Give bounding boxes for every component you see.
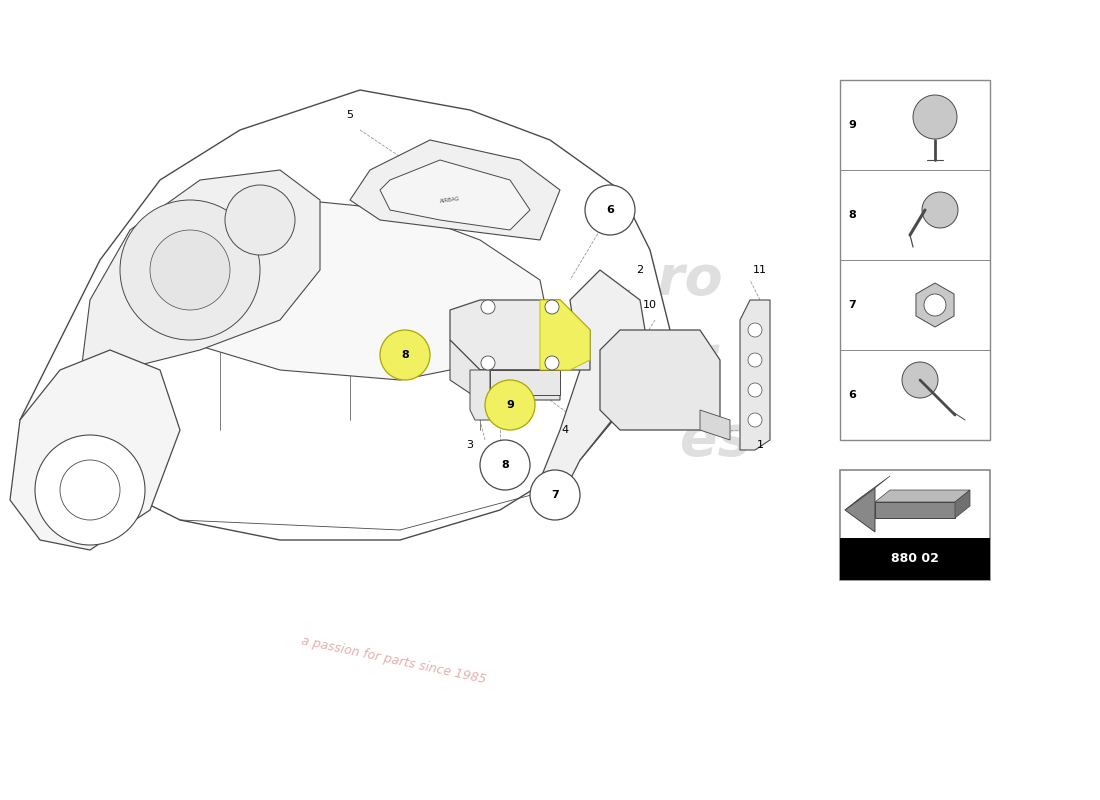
Circle shape xyxy=(544,356,559,370)
Circle shape xyxy=(902,362,938,398)
Text: 3: 3 xyxy=(466,440,473,450)
Circle shape xyxy=(485,380,535,430)
Polygon shape xyxy=(540,300,590,370)
Text: 1: 1 xyxy=(757,440,763,450)
Circle shape xyxy=(913,95,957,139)
Text: 2: 2 xyxy=(637,265,644,275)
Circle shape xyxy=(748,413,762,427)
Polygon shape xyxy=(874,490,970,502)
Polygon shape xyxy=(845,476,890,510)
Text: 8: 8 xyxy=(502,460,509,470)
Polygon shape xyxy=(540,270,650,500)
Polygon shape xyxy=(20,90,670,540)
Text: 7: 7 xyxy=(848,300,856,310)
Text: 880 02: 880 02 xyxy=(891,553,939,566)
Polygon shape xyxy=(490,370,560,395)
Text: car: car xyxy=(620,333,717,387)
Circle shape xyxy=(530,470,580,520)
Polygon shape xyxy=(150,200,550,380)
Text: 11: 11 xyxy=(754,265,767,275)
Circle shape xyxy=(585,185,635,235)
Circle shape xyxy=(922,192,958,228)
Polygon shape xyxy=(379,160,530,230)
Text: 6: 6 xyxy=(848,390,856,400)
Text: euro: euro xyxy=(580,253,723,307)
Polygon shape xyxy=(470,370,490,420)
Circle shape xyxy=(35,435,145,545)
Circle shape xyxy=(544,300,559,314)
Polygon shape xyxy=(450,340,560,400)
Circle shape xyxy=(748,353,762,367)
Polygon shape xyxy=(600,330,720,430)
Circle shape xyxy=(748,383,762,397)
Polygon shape xyxy=(916,283,954,327)
Polygon shape xyxy=(700,410,730,440)
Polygon shape xyxy=(845,488,875,532)
Polygon shape xyxy=(874,502,955,518)
Text: 5: 5 xyxy=(346,110,353,120)
Text: es: es xyxy=(680,413,750,467)
Text: 6: 6 xyxy=(606,205,614,215)
Text: 10: 10 xyxy=(644,300,657,310)
Circle shape xyxy=(120,200,260,340)
Circle shape xyxy=(481,356,495,370)
Circle shape xyxy=(150,230,230,310)
Bar xyxy=(840,538,990,580)
Circle shape xyxy=(748,323,762,337)
Circle shape xyxy=(480,440,530,490)
Bar xyxy=(840,80,990,440)
Circle shape xyxy=(379,330,430,380)
Polygon shape xyxy=(10,350,180,550)
Text: 4: 4 xyxy=(561,425,569,435)
Bar xyxy=(840,470,990,580)
Circle shape xyxy=(924,294,946,316)
Text: 9: 9 xyxy=(848,120,856,130)
Polygon shape xyxy=(740,300,770,450)
Polygon shape xyxy=(955,490,970,518)
Polygon shape xyxy=(80,170,320,380)
Text: 8: 8 xyxy=(848,210,856,220)
Circle shape xyxy=(226,185,295,255)
Polygon shape xyxy=(450,300,590,370)
Text: 7: 7 xyxy=(551,490,559,500)
Text: 9: 9 xyxy=(506,400,514,410)
Polygon shape xyxy=(350,140,560,240)
Text: a passion for parts since 1985: a passion for parts since 1985 xyxy=(300,634,487,686)
Circle shape xyxy=(481,300,495,314)
Text: AIRBAG: AIRBAG xyxy=(439,196,461,204)
Text: 8: 8 xyxy=(402,350,409,360)
Circle shape xyxy=(60,460,120,520)
